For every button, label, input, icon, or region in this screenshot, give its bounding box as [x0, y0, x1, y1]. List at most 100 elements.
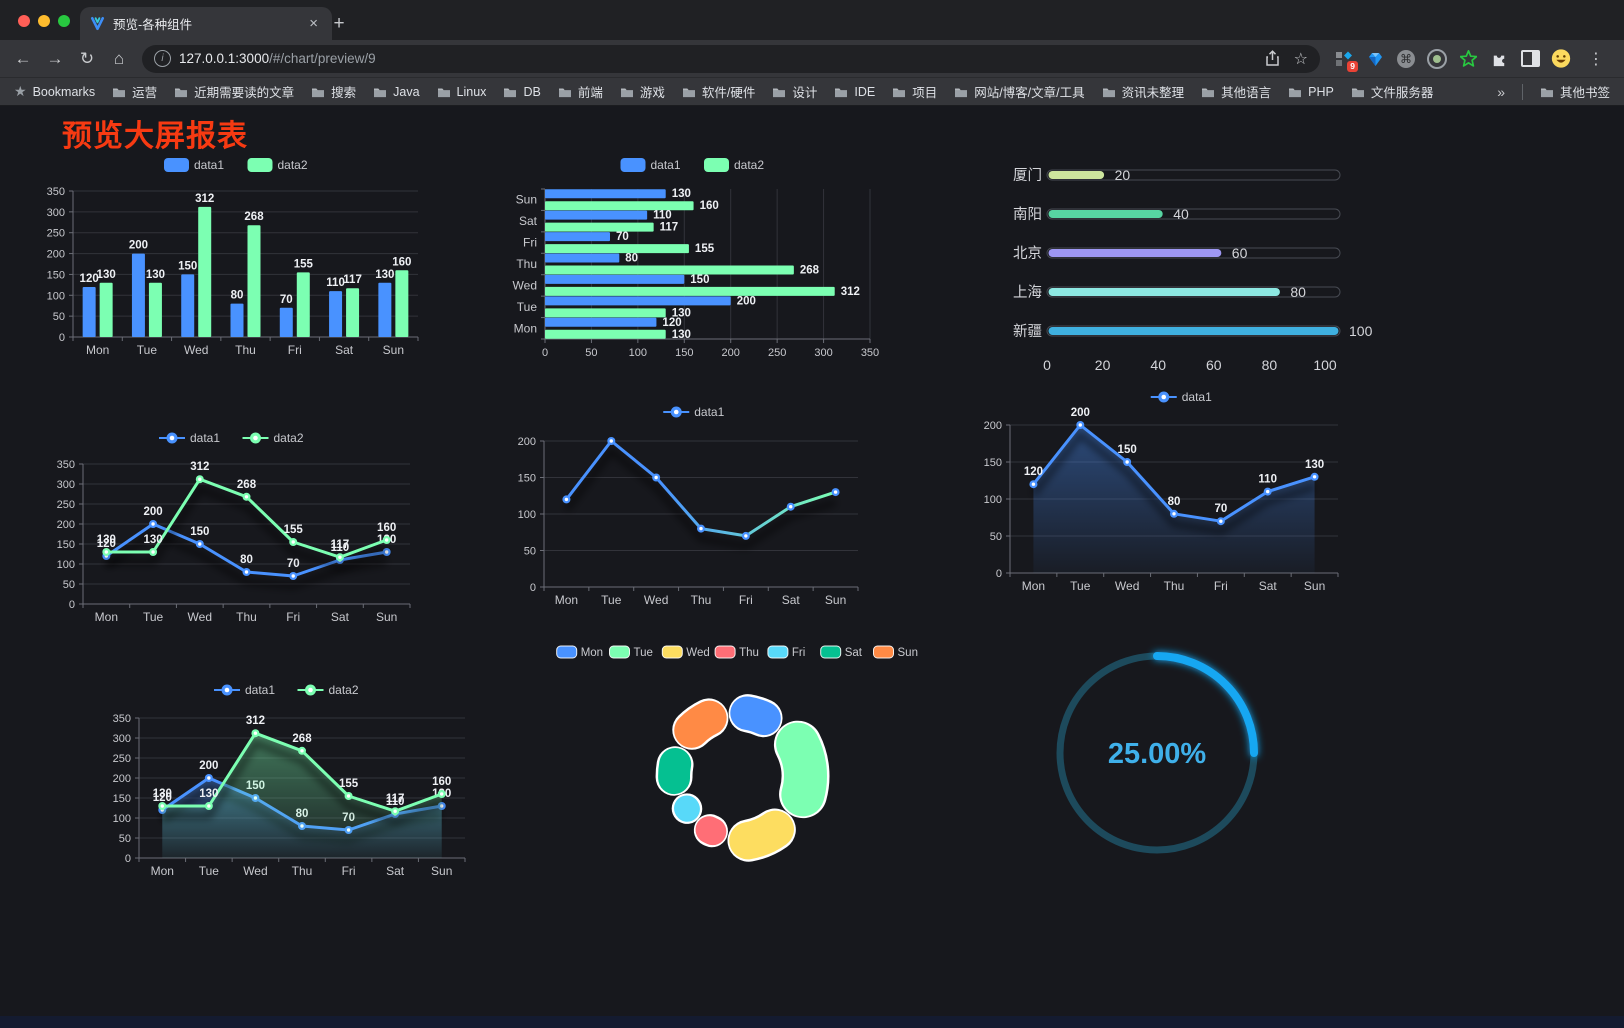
svg-text:25.00%: 25.00%: [1108, 738, 1207, 770]
svg-text:200: 200: [518, 436, 536, 448]
zoom-window-button[interactable]: [58, 15, 70, 27]
bookmark-folder-item[interactable]: 设计: [772, 82, 817, 101]
profile-avatar[interactable]: [1551, 49, 1571, 69]
bookmark-folder-item[interactable]: 文件服务器: [1351, 82, 1433, 101]
close-window-button[interactable]: [18, 15, 30, 27]
svg-text:20: 20: [1115, 167, 1131, 183]
bookmark-folder-item[interactable]: 网站/博客/文章/工具: [954, 82, 1085, 101]
folder-icon: [312, 88, 325, 97]
home-icon[interactable]: ⌂: [113, 48, 125, 68]
chart-horizontal-bar[interactable]: data1 data2 0 50 100 150 200 250 300 350 Sun 130 160…: [500, 151, 888, 365]
svg-text:Sat: Sat: [1259, 579, 1278, 593]
folder-icon: [1351, 88, 1364, 97]
bookmark-folder-item[interactable]: 运营: [112, 82, 157, 101]
svg-text:150: 150: [190, 526, 209, 538]
site-info-icon[interactable]: i: [154, 50, 171, 67]
extension-gem-icon[interactable]: [1365, 49, 1385, 69]
svg-text:130: 130: [672, 307, 691, 319]
reload-icon[interactable]: ↻: [79, 48, 95, 68]
bookmark-folder-item[interactable]: IDE: [834, 85, 875, 99]
svg-text:70: 70: [616, 231, 629, 243]
folder-icon: [1102, 88, 1115, 97]
bookmark-folder-item[interactable]: PHP: [1288, 85, 1334, 99]
bookmark-folder-item[interactable]: 搜索: [311, 82, 356, 101]
chart-rose-donut[interactable]: Mon Tue Wed Thu Fri Sat Sun: [552, 639, 922, 891]
back-icon[interactable]: ←: [14, 48, 32, 68]
folder-icon: [620, 88, 633, 97]
bookmark-folder-item[interactable]: 其他语言: [1201, 82, 1271, 101]
svg-text:150: 150: [690, 274, 709, 286]
svg-text:Tue: Tue: [634, 647, 653, 659]
forward-icon[interactable]: →: [46, 48, 64, 68]
chart-grouped-bar[interactable]: data1 data2 0 50 100 150 200 250 300 350 Mon Tue Wed…: [45, 151, 430, 363]
svg-text:312: 312: [841, 286, 860, 298]
svg-text:120: 120: [662, 317, 681, 329]
folder-icon: [682, 88, 695, 97]
svg-text:70: 70: [280, 294, 293, 306]
sidebar-toggle-icon[interactable]: [1520, 49, 1540, 69]
extension-command-icon[interactable]: ⌘: [1396, 49, 1416, 69]
svg-text:上海: 上海: [1013, 284, 1042, 301]
svg-text:50: 50: [585, 347, 597, 359]
svg-text:80: 80: [1262, 357, 1278, 373]
browser-tab[interactable]: 预览-各种组件 ×: [80, 7, 332, 40]
chart-multi-area-line[interactable]: data1 data2 0 50 100 150 200 250 300 350 Mon Tue Wed…: [100, 678, 475, 882]
minimize-window-button[interactable]: [38, 15, 50, 27]
svg-text:155: 155: [339, 778, 359, 790]
new-tab-button[interactable]: +: [333, 13, 345, 34]
chart-multi-line[interactable]: data1 data2 0 50 100 150 200 250 300 350 Mon Tue Wed…: [45, 426, 420, 631]
tab-close-icon[interactable]: ×: [309, 15, 318, 32]
extension-record-icon[interactable]: [1427, 48, 1447, 69]
folder-icon: [955, 88, 968, 97]
svg-text:160: 160: [377, 522, 396, 534]
other-bookmarks[interactable]: 其他书签: [1540, 82, 1610, 101]
browser-menu-icon[interactable]: ⋮: [1588, 50, 1604, 68]
bookmark-folder-item[interactable]: 前端: [558, 82, 603, 101]
extensions-puzzle-icon[interactable]: [1489, 49, 1509, 69]
tab-title: 预览-各种组件: [113, 18, 193, 32]
bookmark-folder-item[interactable]: DB: [503, 85, 541, 99]
extensions-area: 9 ⌘: [1328, 48, 1616, 72]
bookmark-folder-item[interactable]: Linux: [437, 85, 486, 99]
svg-text:268: 268: [800, 265, 820, 277]
bookmark-item[interactable]: ★ Bookmarks: [14, 83, 96, 99]
bookmarks-bar: ★ Bookmarks 运营 近期需要读的文章 搜索 Java Linux DB 前端 游戏 软件/…: [0, 77, 1624, 106]
svg-text:Tue: Tue: [143, 610, 164, 624]
bookmark-folder-item[interactable]: 项目: [892, 82, 937, 101]
chart-capsule-progress[interactable]: 厦门 20 南阳 40 北京 60 上海 80 新疆 100 0 20 40 60 80 100: [995, 151, 1380, 386]
svg-text:data1: data1: [245, 683, 275, 697]
svg-text:Fri: Fri: [342, 864, 356, 878]
svg-text:120: 120: [80, 273, 99, 285]
bookmark-folder-item[interactable]: 资讯未整理: [1102, 82, 1184, 101]
bookmark-folder-item[interactable]: 软件/硬件: [682, 82, 755, 101]
bookmark-folder-item[interactable]: Java: [373, 85, 420, 99]
svg-text:Mon: Mon: [514, 321, 537, 335]
chart-area-line[interactable]: data1 0 50 100 150 200 Mon Tue Wed Thu Fri Sat Sun 12…: [984, 389, 1380, 603]
bookmark-star-icon[interactable]: ☆: [1293, 50, 1308, 68]
bookmark-folder-item[interactable]: 近期需要读的文章: [174, 82, 294, 101]
chart-progress-gauge[interactable]: 25.00%: [1040, 636, 1275, 871]
extension-grid-icon[interactable]: 9: [1334, 49, 1358, 72]
chart-gradient-line-canvas: data1 0 50 100 150 200 Mon Tue Wed Thu Fri Sat Sun: [518, 405, 859, 607]
url-text[interactable]: 127.0.0.1:3000/#/chart/preview/9: [179, 51, 376, 66]
svg-text:130: 130: [143, 534, 162, 546]
svg-text:150: 150: [47, 269, 65, 281]
share-icon[interactable]: [1265, 50, 1280, 67]
svg-text:Sat: Sat: [845, 647, 863, 659]
bookmark-folder-item[interactable]: 游戏: [620, 82, 665, 101]
chart-grouped-bar-canvas: data1 data2 0 50 100 150 200 250 300 350 Mon Tue Wed…: [47, 158, 419, 357]
svg-text:150: 150: [1118, 444, 1137, 456]
extension-star-icon[interactable]: [1458, 49, 1478, 69]
svg-text:Thu: Thu: [691, 593, 712, 607]
svg-text:Thu: Thu: [292, 864, 313, 878]
svg-text:Sat: Sat: [782, 593, 801, 607]
svg-text:300: 300: [113, 733, 131, 745]
svg-text:Tue: Tue: [517, 300, 538, 314]
svg-text:150: 150: [675, 347, 693, 359]
address-bar[interactable]: i 127.0.0.1:3000/#/chart/preview/9 ☆: [142, 44, 1320, 73]
svg-text:130: 130: [146, 269, 165, 281]
svg-text:厦门: 厦门: [1013, 167, 1042, 184]
chart-gradient-line[interactable]: data1 0 50 100 150 200 Mon Tue Wed Thu Fri Sat Sun: [518, 401, 870, 613]
svg-text:350: 350: [113, 713, 131, 725]
bookmarks-overflow-icon[interactable]: »: [1497, 83, 1505, 100]
